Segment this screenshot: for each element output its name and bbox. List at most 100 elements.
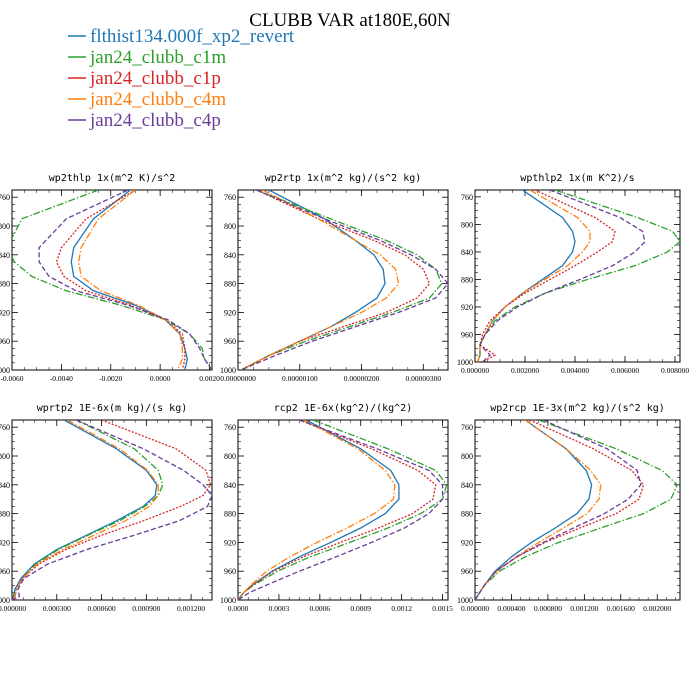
- y-tick-label: 840: [461, 248, 473, 257]
- y-tick-label: 920: [224, 308, 236, 317]
- y-tick-label: 800: [224, 222, 236, 231]
- panel-title: wpthlp2 1x(m K^2)/s: [520, 173, 634, 184]
- y-tick-label: 840: [224, 251, 236, 260]
- series-line-3: [55, 190, 186, 370]
- panel-title: wp2rtp 1x(m^2 kg)/(s^2 kg): [265, 173, 422, 184]
- panel-title: wprtp2 1E-6x(m kg)/(s kg): [37, 403, 188, 414]
- y-tick-label: 760: [224, 423, 236, 432]
- y-tick-label: 880: [461, 275, 473, 284]
- series-line-2: [12, 190, 212, 370]
- panel-2: wp2rtp 1x(m^2 kg)/(s^2 kg) 760 800 840 880 92…: [220, 173, 449, 383]
- panel-title: wp2thlp 1x(m^2 K)/s^2: [49, 173, 175, 184]
- y-tick-label: 880: [0, 280, 10, 289]
- series-line-1: [475, 420, 593, 600]
- x-tick-label: -0.0020: [99, 374, 122, 383]
- x-tick-label: 0.00000000: [220, 374, 256, 383]
- y-tick-label: 1000: [220, 366, 236, 375]
- legend-label: jan24_clubb_c1m: [89, 47, 226, 68]
- y-tick-label: 920: [0, 538, 10, 547]
- x-tick-label: 0.0006: [310, 604, 331, 613]
- x-tick-label: 0.000000: [461, 604, 489, 613]
- y-tick-label: 800: [461, 452, 473, 461]
- y-tick-label: 800: [224, 452, 236, 461]
- x-tick-label: 0.0020: [199, 374, 220, 383]
- x-tick-label: 0.00000300: [405, 374, 441, 383]
- y-tick-label: 920: [461, 538, 473, 547]
- series-line-2: [12, 420, 164, 600]
- y-tick-label: 840: [0, 251, 10, 260]
- x-tick-label: 0.008000: [661, 366, 689, 375]
- x-tick-label: 0.0009: [350, 604, 371, 613]
- legend-label: jan24_clubb_c1p: [89, 68, 221, 89]
- series-line-5: [479, 190, 646, 362]
- y-tick-label: 760: [0, 423, 10, 432]
- panel-title: rcp2 1E-6x(kg^2)/(kg^2): [274, 403, 412, 414]
- legend-item: jan24_clubb_c1p: [68, 68, 221, 89]
- legend-item: jan24_clubb_c1m: [68, 47, 226, 68]
- x-tick-label: 0.0000: [228, 604, 249, 613]
- y-tick-label: 1000: [0, 596, 10, 605]
- y-tick-label: 1000: [220, 596, 236, 605]
- y-tick-label: 1000: [457, 596, 473, 605]
- series-line-1: [70, 190, 188, 370]
- plot-frame: [474, 189, 681, 363]
- legend-label: jan24_clubb_c4m: [89, 89, 226, 110]
- plot-frame: [11, 419, 213, 601]
- y-tick-label: 960: [0, 567, 10, 576]
- y-tick-label: 880: [224, 510, 236, 519]
- y-tick-label: 800: [461, 220, 473, 229]
- y-tick-label: 1000: [457, 358, 473, 367]
- y-tick-label: 1000: [0, 366, 10, 375]
- legend-label: flthist134.000f_xp2_revert: [90, 26, 295, 47]
- legend: flthist134.000f_xp2_revertjan24_clubb_c1…: [68, 26, 295, 131]
- x-tick-label: 0.0015: [432, 604, 453, 613]
- legend-item: jan24_clubb_c4p: [68, 110, 221, 131]
- series-line-3: [12, 420, 212, 600]
- y-tick-label: 760: [461, 423, 473, 432]
- panel-title: wp2rcp 1E-3x(m^2 kg)/(s^2 kg): [490, 403, 665, 414]
- series-line-1: [12, 420, 158, 600]
- plot-frame: [474, 419, 681, 601]
- x-tick-label: -0.0060: [0, 374, 23, 383]
- y-tick-label: 960: [224, 337, 236, 346]
- x-tick-label: 0.001200: [177, 604, 205, 613]
- y-tick-label: 960: [0, 337, 10, 346]
- y-tick-label: 920: [224, 538, 236, 547]
- series-line-5: [38, 190, 212, 370]
- x-tick-label: 0.000000: [0, 604, 26, 613]
- x-tick-label: 0.000900: [132, 604, 160, 613]
- series-line-4: [476, 190, 591, 362]
- y-tick-label: 840: [0, 481, 10, 490]
- y-tick-label: 880: [224, 280, 236, 289]
- series-line-1: [238, 420, 400, 600]
- panel-4: wprtp2 1E-6x(m kg)/(s kg) 760 800 840 880 920…: [0, 403, 213, 613]
- x-tick-label: 0.0003: [269, 604, 290, 613]
- panel-1: wp2thlp 1x(m^2 K)/s^2 760 800 840 880 920 960 1…: [0, 173, 220, 383]
- x-tick-label: 0.002000: [511, 366, 539, 375]
- x-tick-label: 0.000600: [87, 604, 115, 613]
- y-tick-label: 840: [224, 481, 236, 490]
- x-tick-label: 0.004000: [561, 366, 589, 375]
- y-tick-label: 840: [461, 481, 473, 490]
- x-tick-label: 0.001600: [607, 604, 635, 613]
- x-tick-label: 0.000000: [461, 366, 489, 375]
- x-tick-label: 0.000300: [43, 604, 71, 613]
- series-line-5: [240, 190, 448, 370]
- x-tick-label: 0.0000: [150, 374, 171, 383]
- series-line-2: [476, 190, 680, 362]
- y-tick-label: 960: [461, 567, 473, 576]
- figure-title: CLUBB VAR at180E,60N: [249, 10, 451, 31]
- y-tick-label: 960: [224, 567, 236, 576]
- x-tick-label: 0.00000200: [344, 374, 380, 383]
- x-tick-label: 0.000400: [497, 604, 525, 613]
- series-line-3: [238, 420, 437, 600]
- legend-label: jan24_clubb_c4p: [89, 110, 221, 131]
- y-tick-label: 800: [0, 452, 10, 461]
- x-tick-label: 0.000800: [534, 604, 562, 613]
- series-line-4: [240, 190, 400, 370]
- x-tick-label: 0.0012: [391, 604, 412, 613]
- panel-3: wpthlp2 1x(m K^2)/s 760 800 840 880 920 960 100…: [457, 173, 689, 375]
- legend-item: flthist134.000f_xp2_revert: [68, 26, 295, 47]
- y-tick-label: 760: [224, 193, 236, 202]
